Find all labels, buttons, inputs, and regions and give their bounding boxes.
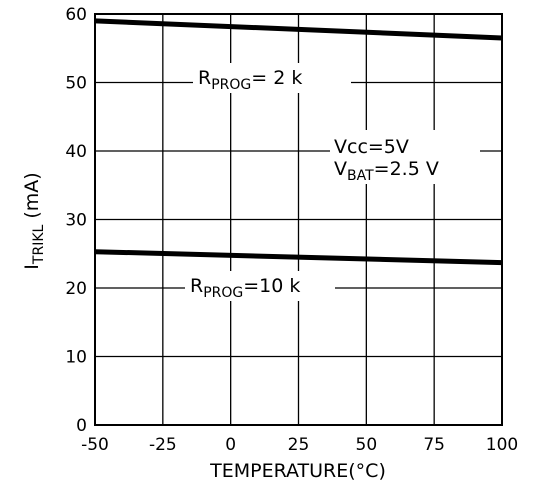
annotation-rprog-2k-main: R (198, 67, 211, 89)
y-tick-label: 10 (65, 348, 87, 368)
y-tick-labels: 0 10 20 30 40 50 60 (65, 5, 87, 436)
annotation-rprog-10k-bg (185, 271, 335, 301)
series-line-2 (94, 249, 503, 266)
y-tick-label: 30 (65, 211, 87, 231)
y-tick-label: 20 (65, 279, 87, 299)
y-axis-title-main: I (21, 264, 43, 270)
x-tick-label: 25 (288, 435, 310, 455)
annotation-rprog-2k: RPROG= 2 k (198, 67, 302, 93)
series-line-1 (94, 18, 503, 41)
annotation-conditions-bg (330, 130, 480, 184)
annotation-vcc: Vcc=5V (334, 136, 409, 158)
y-axis-title-sub: TRIKL (31, 224, 47, 265)
data-series (94, 18, 503, 266)
x-axis-title-main: TEMPERATURE( (209, 460, 356, 482)
annotation-rprog-10k-sub: PROG (203, 285, 243, 301)
plot-frame (94, 13, 503, 426)
x-axis-title-unit: °C (356, 460, 379, 482)
annotation-rprog-2k-rest: = 2 k (251, 67, 302, 89)
annotation-vbat-main: V (334, 158, 347, 180)
annotation-vbat: VBAT=2.5 V (334, 158, 439, 184)
annotation-rprog-2k-sub: PROG (211, 77, 251, 93)
annotation-rprog-10k-main: R (190, 275, 203, 297)
y-axis-title: ITRIKL (mA) (21, 172, 47, 269)
x-axis-title: TEMPERATURE(°C) (209, 460, 386, 482)
x-tick-label: -25 (149, 435, 177, 455)
x-tick-label: -50 (81, 435, 109, 455)
y-tick-label: 40 (65, 142, 87, 162)
y-tick-label: 60 (65, 5, 87, 25)
annotation-vbat-rest: =2.5 V (374, 158, 439, 180)
x-tick-labels: -50 -25 0 25 50 75 100 (81, 435, 518, 455)
x-axis-title-close: ) (378, 460, 385, 482)
y-tick-label: 50 (65, 74, 87, 94)
annotation-rprog-10k-rest: =10 k (243, 275, 300, 297)
x-tick-label: 75 (423, 435, 445, 455)
annotation-rprog-10k: RPROG=10 k (190, 275, 300, 301)
y-axis-title-unit: (mA) (21, 172, 43, 224)
x-tick-label: 0 (225, 435, 236, 455)
x-tick-label: 100 (486, 435, 518, 455)
x-tick-label: 50 (356, 435, 378, 455)
annotation-rprog-2k-bg (193, 63, 351, 93)
annotation-vbat-sub: BAT (347, 168, 374, 184)
y-tick-label: 0 (76, 416, 87, 436)
